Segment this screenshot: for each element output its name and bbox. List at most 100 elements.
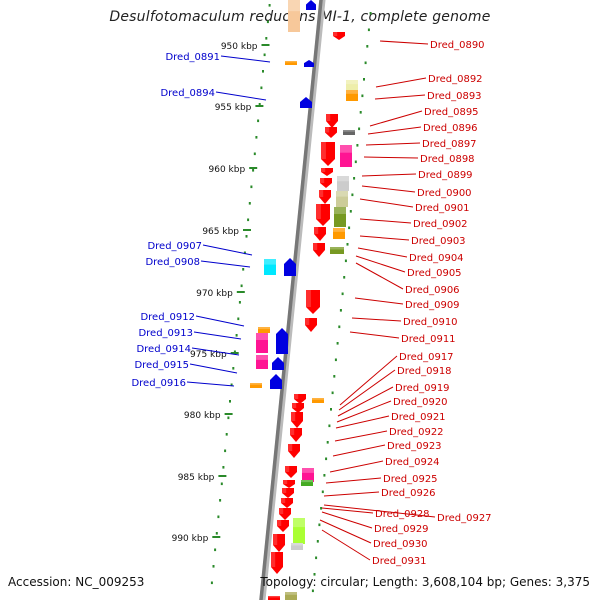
reverse-feature	[326, 114, 338, 128]
gene-label: Dred_0927	[323, 504, 492, 524]
tick-dot	[266, 20, 269, 24]
reverse-feature	[346, 90, 358, 101]
leader-line	[323, 504, 436, 518]
gene-label: Dred_0899	[361, 170, 473, 181]
gene-name: Dred_0905	[407, 268, 462, 279]
gene-label: Dred_0924	[329, 457, 440, 473]
tick-dot	[268, 4, 271, 7]
tick-dot	[257, 119, 260, 123]
reverse-feature	[316, 204, 330, 226]
gene-name: Dred_0924	[385, 457, 440, 468]
reverse-feature	[279, 508, 291, 520]
tick-dot	[222, 466, 225, 469]
tick-dot	[336, 342, 339, 345]
gene-label: Dred_0931	[321, 529, 427, 567]
tick-dot	[210, 581, 213, 585]
gene-name: Dred_0918	[397, 366, 452, 377]
gene-name: Dred_0894	[160, 88, 215, 99]
leader-line	[215, 91, 267, 101]
leader-line	[321, 507, 374, 514]
reverse-feature	[343, 130, 355, 135]
tick-dot	[224, 449, 227, 453]
tick-dot	[313, 573, 316, 576]
kbp-label: 950 kbp	[221, 42, 258, 52]
forward-feature	[270, 374, 282, 389]
gene-label: Dred_0891	[165, 52, 271, 63]
tick-layer: 950 kbp 955 kbp 960 kbp 965 kbp 970 kbp 975 k…	[172, 4, 372, 593]
gene-label: Dred_0903	[359, 235, 466, 247]
tick-dot	[366, 45, 369, 48]
leader-line	[379, 40, 429, 45]
leader-line	[202, 244, 253, 256]
tick-dot	[243, 251, 246, 255]
tick-dot	[232, 367, 235, 370]
gene-name: Dred_0931	[372, 556, 427, 567]
leader-line	[336, 400, 392, 423]
tick-dot	[326, 441, 329, 444]
gene-label: Dred_0898	[363, 154, 475, 165]
leader-line	[351, 317, 402, 322]
gene-name: Dred_0901	[415, 203, 470, 214]
leader-line	[349, 331, 400, 339]
reverse-feature	[340, 145, 352, 167]
leader-line	[338, 369, 396, 411]
gene-name: Dred_0913	[138, 328, 193, 339]
gene-label: Dred_0923	[332, 441, 442, 457]
tick-dot	[212, 565, 215, 568]
tick-dot	[330, 408, 332, 411]
gene-label: Dred_0892	[375, 74, 483, 88]
tick-dot	[338, 325, 341, 329]
gene-label: Dred_0921	[335, 412, 446, 429]
accession-text: Accession: NC_009253	[8, 575, 145, 589]
gene-label: Dred_0901	[359, 198, 470, 214]
leader-line	[354, 297, 404, 305]
tick-dot	[339, 309, 342, 312]
tick-dot	[230, 383, 233, 387]
tick-dot	[311, 589, 314, 593]
tick-dot	[323, 474, 326, 477]
gene-name: Dred_0926	[381, 488, 436, 499]
leader-line	[367, 126, 422, 135]
reverse-feature	[306, 290, 320, 314]
gene-label: Dred_0916	[131, 378, 235, 389]
tick-dot	[214, 548, 217, 552]
gene-label: Dred_0917	[339, 352, 454, 406]
tick-dot	[343, 276, 346, 279]
gene-name: Dred_0928	[375, 509, 430, 520]
reverse-feature	[293, 518, 305, 544]
leader-line	[355, 255, 406, 273]
leader-line	[195, 315, 245, 327]
tick-dot	[363, 78, 365, 81]
gene-name: Dred_0892	[428, 74, 483, 85]
gene-name: Dred_0923	[387, 441, 442, 452]
forward-feature	[272, 357, 284, 370]
topology-text: Topology: circular; Length: 3,608,104 bp…	[260, 575, 590, 589]
tick-dot	[229, 400, 231, 403]
gene-name: Dred_0900	[417, 188, 472, 199]
gene-label: Dred_0902	[359, 218, 468, 230]
forward-feature	[306, 0, 316, 10]
gene-label: Dred_0900	[361, 185, 472, 199]
leader-line	[332, 444, 386, 457]
gene-label: Dred_0911	[349, 331, 456, 345]
forward-feature	[256, 333, 268, 353]
forward-feature	[264, 259, 276, 275]
tick-dot	[364, 61, 367, 65]
tick-dot	[349, 210, 352, 213]
kbp-label: 975 kbp	[190, 350, 227, 360]
leader-line	[375, 77, 427, 88]
reverse-feature	[268, 596, 280, 600]
reverse-feature	[292, 403, 304, 413]
tick-dot	[265, 37, 268, 40]
tick-dot	[262, 70, 264, 73]
tick-dot	[255, 136, 258, 139]
leader-line	[334, 430, 388, 442]
backbone-line	[259, 0, 323, 600]
gene-name: Dred_0902	[413, 219, 468, 230]
reverse-feature	[291, 543, 303, 550]
gene-name: Dred_0911	[401, 334, 456, 345]
kbp-label: 955 kbp	[215, 103, 252, 113]
kbp-label: 960 kbp	[209, 165, 246, 175]
tick-dot	[354, 160, 357, 164]
gene-label: Dred_0905	[355, 255, 462, 279]
